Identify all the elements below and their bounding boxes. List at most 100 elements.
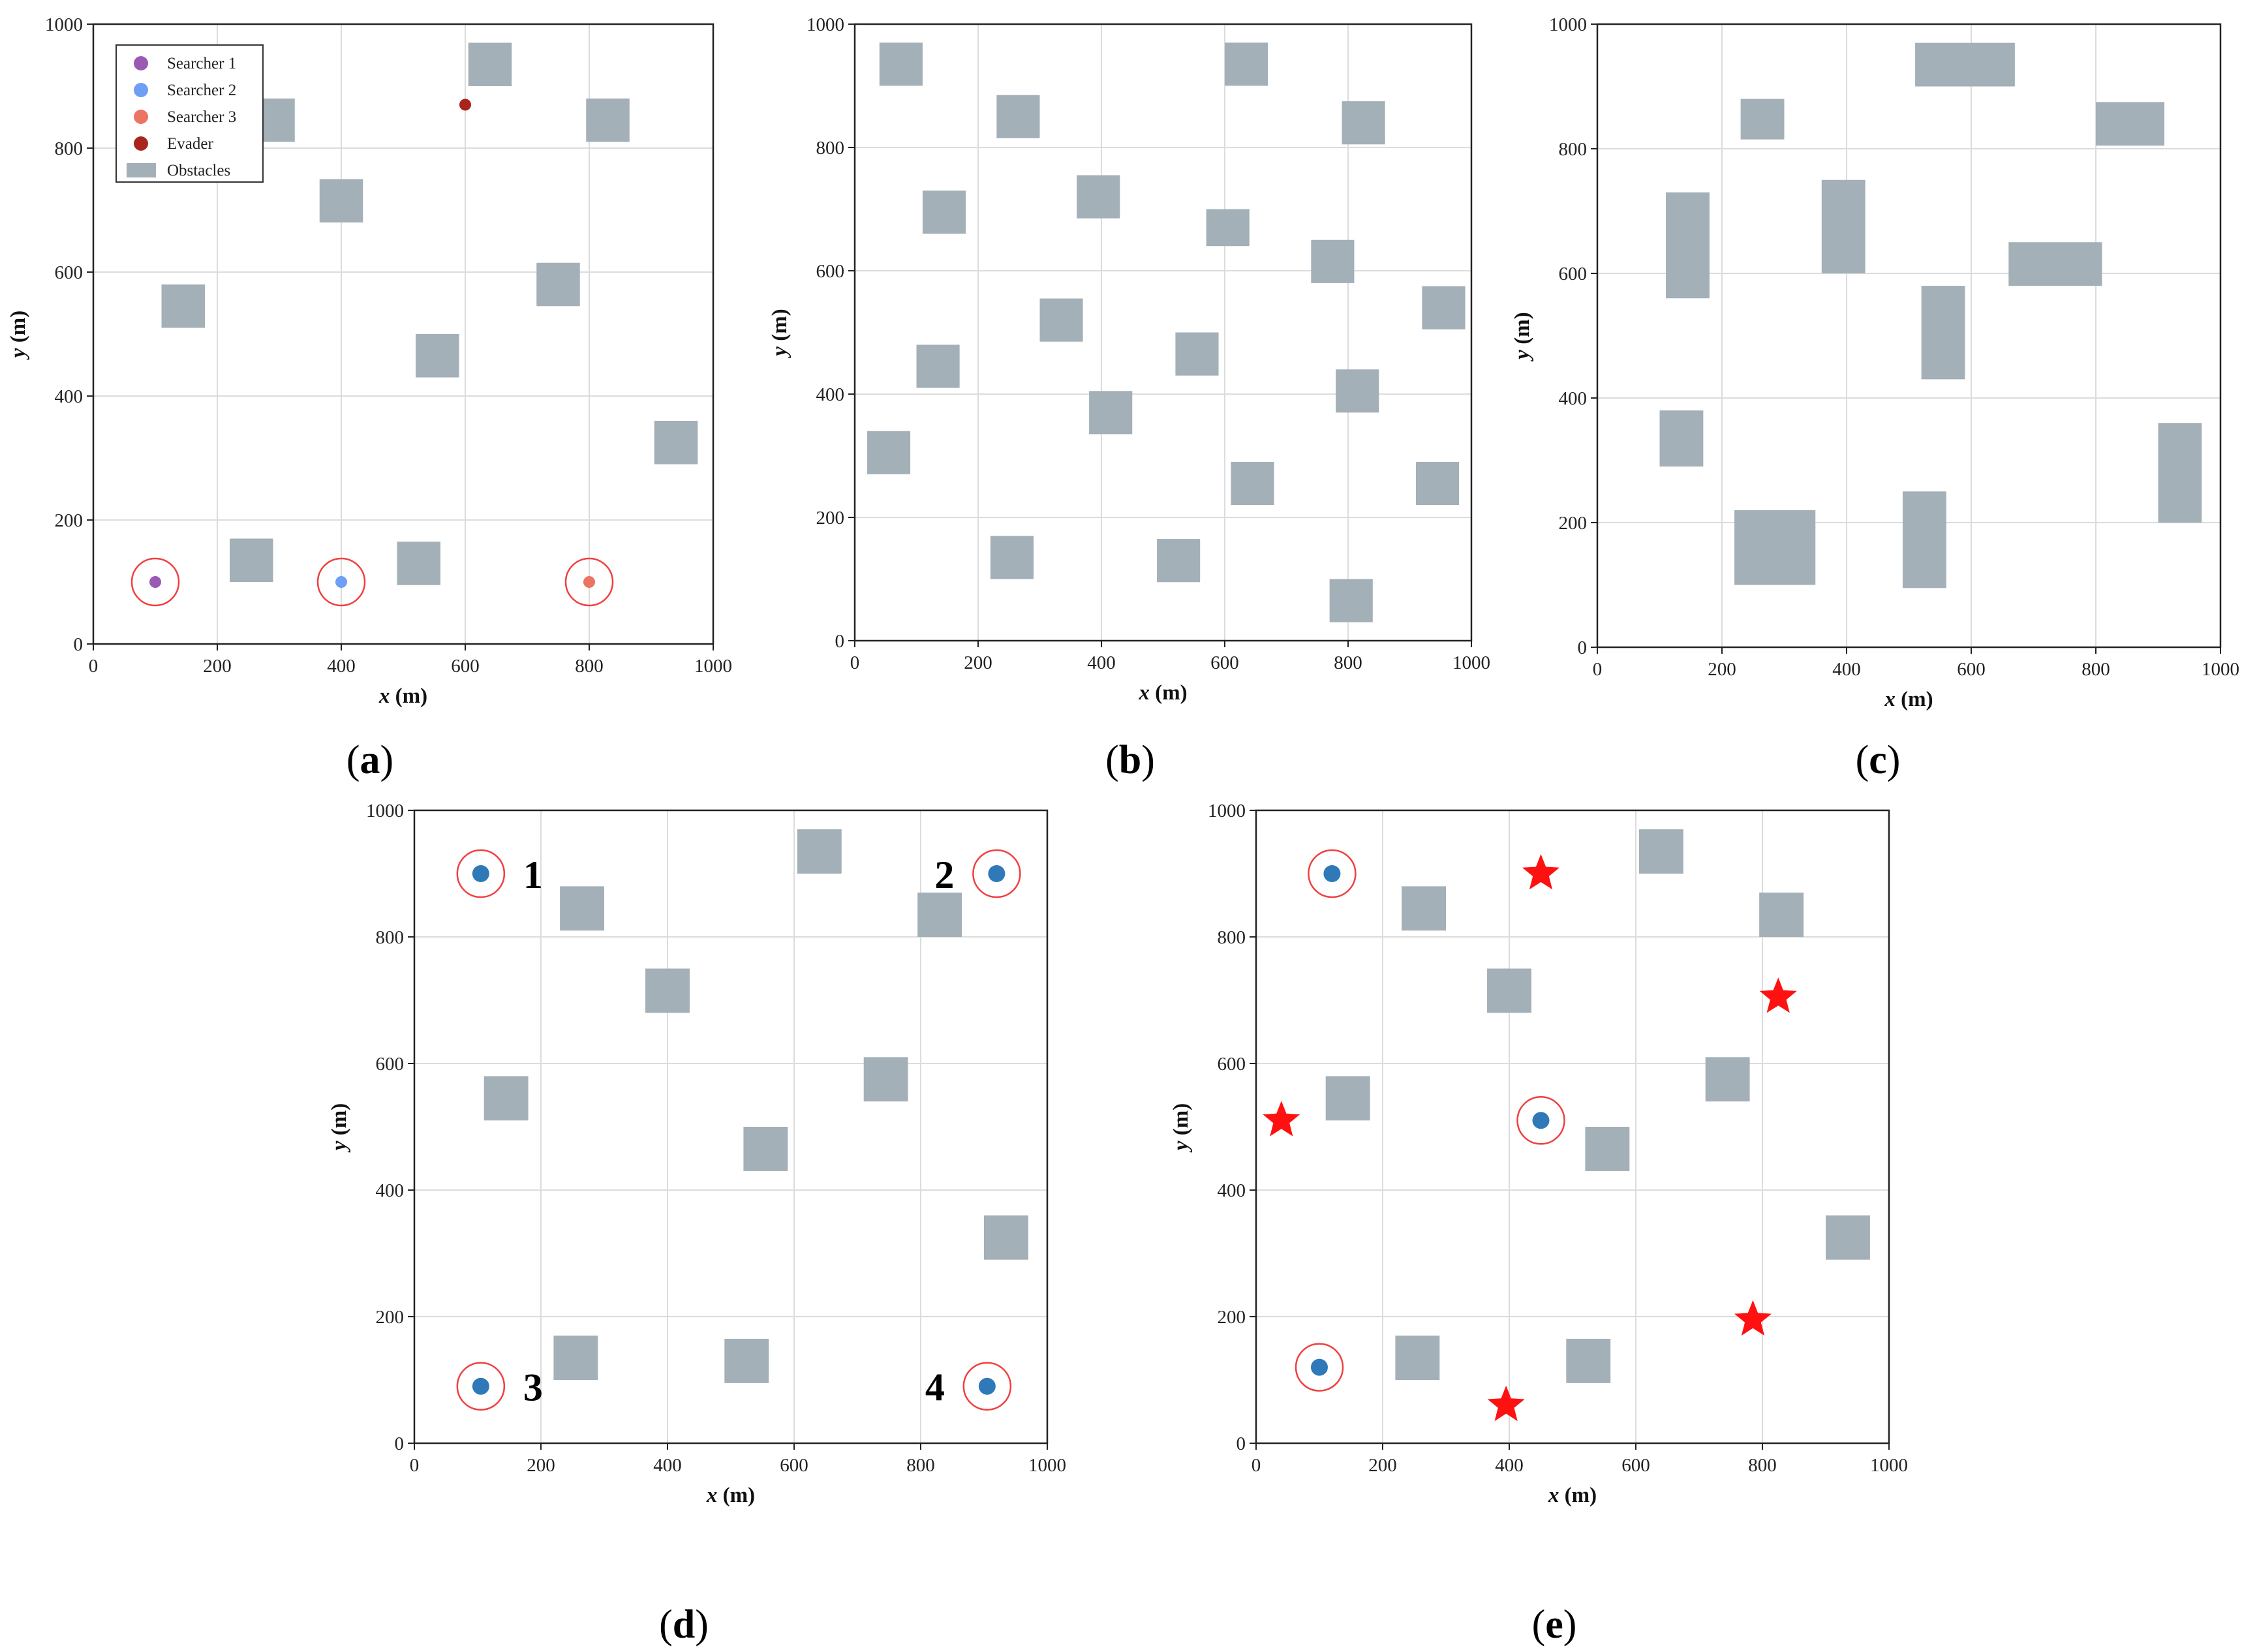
x-tick-label: 600 [1957, 659, 1986, 680]
x-axis-label-unit: (m) [1150, 681, 1188, 705]
legend-label: Searcher 3 [167, 108, 236, 126]
obstacle [917, 893, 962, 937]
y-tick-label: 400 [816, 384, 845, 405]
obstacle [922, 191, 966, 234]
obstacle [2008, 242, 2102, 286]
plot-frame [92, 23, 714, 645]
obstacle [654, 421, 698, 465]
obstacle [724, 1338, 769, 1383]
obstacle [1395, 1336, 1440, 1380]
caption-open: ( [1532, 1602, 1546, 1647]
searcher-point [583, 576, 595, 588]
panel-caption: (c) [1856, 738, 1901, 782]
x-axis-label: x (m) [378, 684, 427, 708]
y-tick-label: 1000 [1208, 801, 1246, 821]
obstacle [1566, 1338, 1611, 1383]
obstacle [1585, 1127, 1630, 1171]
caption-close: ) [380, 738, 394, 782]
panel-caption: (a) [346, 738, 393, 782]
legend-marker [134, 136, 148, 151]
y-axis-label-var: y [1511, 350, 1534, 362]
x-axis-label-var: x [1884, 688, 1896, 711]
obstacle [1487, 968, 1531, 1013]
x-axis-label: x (m) [1138, 681, 1187, 705]
caption-open: ( [1105, 738, 1119, 782]
x-tick-label: 800 [575, 656, 604, 677]
obstacle [1666, 192, 1710, 299]
obstacle [743, 1127, 788, 1171]
plot-frame [413, 809, 1049, 1445]
target-star [1734, 1300, 1772, 1336]
panel-caption: (e) [1532, 1602, 1577, 1647]
obstacle [1821, 179, 1866, 273]
legend-marker [134, 83, 148, 97]
y-axis-label: y (m) [1169, 1103, 1193, 1153]
y-tick-label: 0 [395, 1433, 405, 1454]
legend: Searcher 1 Searcher 2 Searcher 3 Evader Obst… [115, 44, 264, 183]
x-tick-label: 600 [780, 1455, 808, 1476]
target-star [1487, 1385, 1525, 1422]
obstacle [161, 284, 205, 328]
obstacle [1325, 1076, 1370, 1121]
obstacle [1077, 175, 1120, 219]
panel-caption: (d) [659, 1602, 709, 1647]
obstacle [230, 538, 273, 582]
x-axis-label-var: x [1138, 681, 1150, 705]
y-tick-label: 600 [376, 1054, 405, 1075]
y-tick-label: 400 [1218, 1180, 1246, 1201]
y-tick-label: 1000 [45, 14, 83, 35]
obstacle [1921, 286, 1965, 380]
y-tick-label: 800 [55, 138, 84, 159]
searcher-point [335, 576, 347, 588]
caption-letter: e [1545, 1602, 1563, 1647]
x-axis-label-var: x [706, 1484, 718, 1507]
x-tick-label: 400 [327, 656, 356, 677]
obstacle [1231, 461, 1274, 506]
caption-close: ) [695, 1602, 709, 1647]
agent-point [978, 1377, 996, 1395]
obstacle [397, 542, 440, 585]
y-axis-label-var: y [1169, 1140, 1193, 1153]
x-tick-label: 200 [964, 652, 992, 673]
obstacle [484, 1076, 529, 1121]
obstacle [1902, 491, 1946, 589]
agent-ring [456, 1362, 506, 1411]
x-tick-label: 1000 [1452, 652, 1490, 673]
obstacle [879, 42, 923, 86]
searcher-ring [131, 557, 180, 607]
x-tick-label: 800 [1748, 1455, 1777, 1476]
obstacle [1915, 42, 2015, 87]
caption-close: ) [1887, 738, 1901, 782]
y-tick-label: 600 [1559, 264, 1588, 284]
y-tick-label: 800 [376, 927, 405, 948]
caption-open: ( [1856, 738, 1869, 782]
obstacle [1826, 1215, 1870, 1260]
agent-point [472, 865, 489, 882]
obstacle [984, 1215, 1028, 1260]
y-tick-label: 400 [376, 1180, 405, 1201]
caption-letter: b [1119, 738, 1141, 782]
agent-number-label: 3 [523, 1366, 543, 1409]
y-tick-label: 200 [1559, 513, 1588, 534]
y-tick-label: 400 [1559, 388, 1588, 409]
obstacle [1740, 99, 1785, 140]
agent-point [472, 1377, 489, 1395]
y-tick-label: 200 [816, 508, 845, 528]
x-axis-label-var: x [378, 684, 390, 708]
x-axis-label-var: x [1548, 1484, 1559, 1507]
panel-caption: (b) [1105, 738, 1155, 782]
x-axis-label-unit: (m) [1896, 688, 1933, 711]
agent-number-label: 2 [934, 853, 954, 896]
obstacle [1734, 510, 1816, 585]
obstacle [1157, 539, 1201, 583]
x-tick-label: 600 [1621, 1455, 1650, 1476]
obstacle [1225, 42, 1268, 86]
obstacle [1402, 886, 1446, 931]
y-tick-label: 200 [376, 1307, 405, 1328]
x-axis-label-unit: (m) [717, 1484, 755, 1507]
agent-ring [1516, 1096, 1565, 1145]
x-tick-label: 400 [1495, 1455, 1524, 1476]
obstacle [536, 262, 580, 307]
